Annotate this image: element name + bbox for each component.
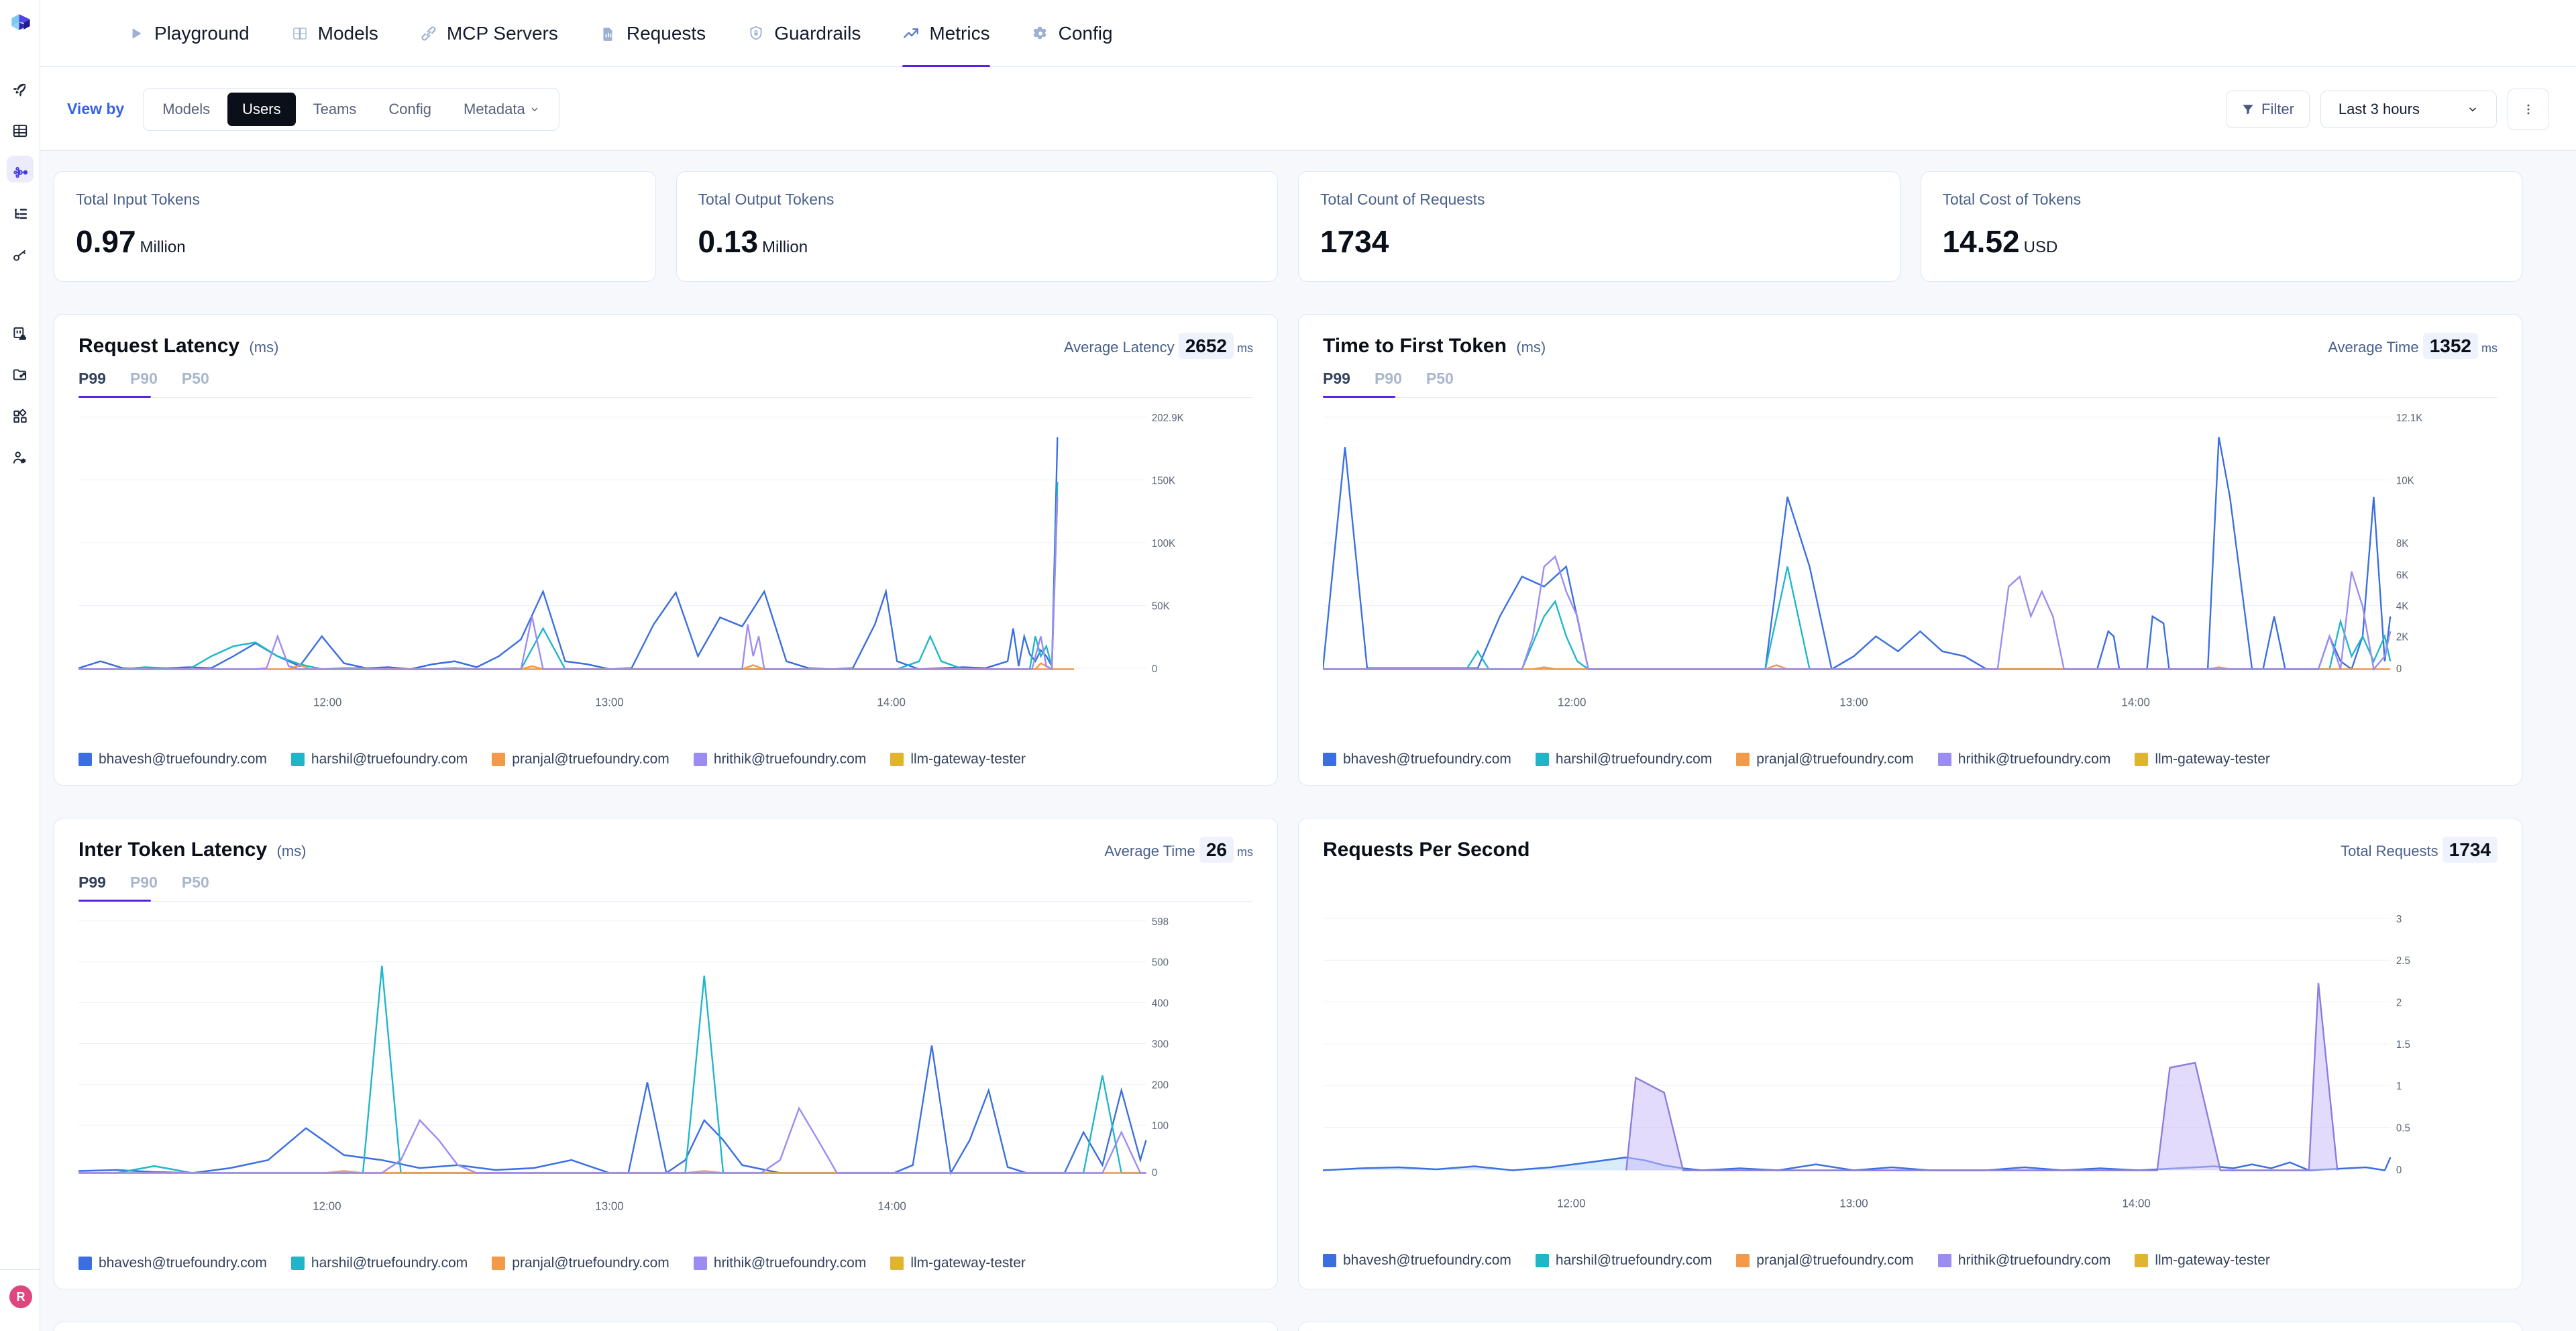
svg-text:598: 598 bbox=[1152, 916, 1169, 927]
svg-text:13:00: 13:00 bbox=[1839, 1196, 1868, 1210]
svg-text:14:00: 14:00 bbox=[2121, 695, 2150, 709]
svg-text:2.5: 2.5 bbox=[2396, 955, 2410, 967]
svg-text:0: 0 bbox=[1152, 663, 1158, 675]
svg-text:0.5: 0.5 bbox=[2396, 1122, 2410, 1134]
svg-text:150K: 150K bbox=[1152, 475, 1176, 486]
svg-text:100K: 100K bbox=[1152, 538, 1176, 549]
svg-text:300: 300 bbox=[1152, 1039, 1169, 1050]
svg-text:4K: 4K bbox=[2396, 600, 2409, 612]
svg-text:14:00: 14:00 bbox=[877, 695, 906, 709]
svg-text:400: 400 bbox=[1152, 998, 1169, 1009]
svg-text:100: 100 bbox=[1152, 1120, 1169, 1132]
svg-text:12:00: 12:00 bbox=[313, 695, 342, 709]
svg-text:1.5: 1.5 bbox=[2396, 1039, 2410, 1051]
svg-text:0: 0 bbox=[1152, 1167, 1158, 1179]
svg-text:13:00: 13:00 bbox=[595, 695, 624, 709]
svg-text:50K: 50K bbox=[1152, 600, 1170, 612]
svg-text:12.1K: 12.1K bbox=[2396, 412, 2423, 423]
svg-text:8K: 8K bbox=[2396, 538, 2409, 549]
svg-text:14:00: 14:00 bbox=[2122, 1196, 2151, 1210]
svg-text:3: 3 bbox=[2396, 913, 2402, 924]
svg-text:2: 2 bbox=[2396, 997, 2402, 1008]
svg-text:500: 500 bbox=[1152, 957, 1169, 968]
svg-text:1: 1 bbox=[2396, 1081, 2402, 1092]
svg-text:14:00: 14:00 bbox=[877, 1199, 906, 1213]
svg-text:6K: 6K bbox=[2396, 570, 2409, 581]
svg-text:12:00: 12:00 bbox=[313, 1199, 341, 1213]
svg-text:12:00: 12:00 bbox=[1558, 695, 1587, 709]
svg-text:13:00: 13:00 bbox=[1839, 695, 1868, 709]
svg-text:12:00: 12:00 bbox=[1557, 1196, 1586, 1210]
svg-text:200: 200 bbox=[1152, 1079, 1169, 1091]
svg-text:2K: 2K bbox=[2396, 631, 2409, 643]
svg-text:0: 0 bbox=[2396, 1165, 2402, 1176]
svg-text:10K: 10K bbox=[2396, 475, 2414, 486]
svg-text:13:00: 13:00 bbox=[595, 1199, 624, 1213]
svg-text:0: 0 bbox=[2396, 663, 2402, 675]
svg-text:202.9K: 202.9K bbox=[1152, 412, 1184, 423]
